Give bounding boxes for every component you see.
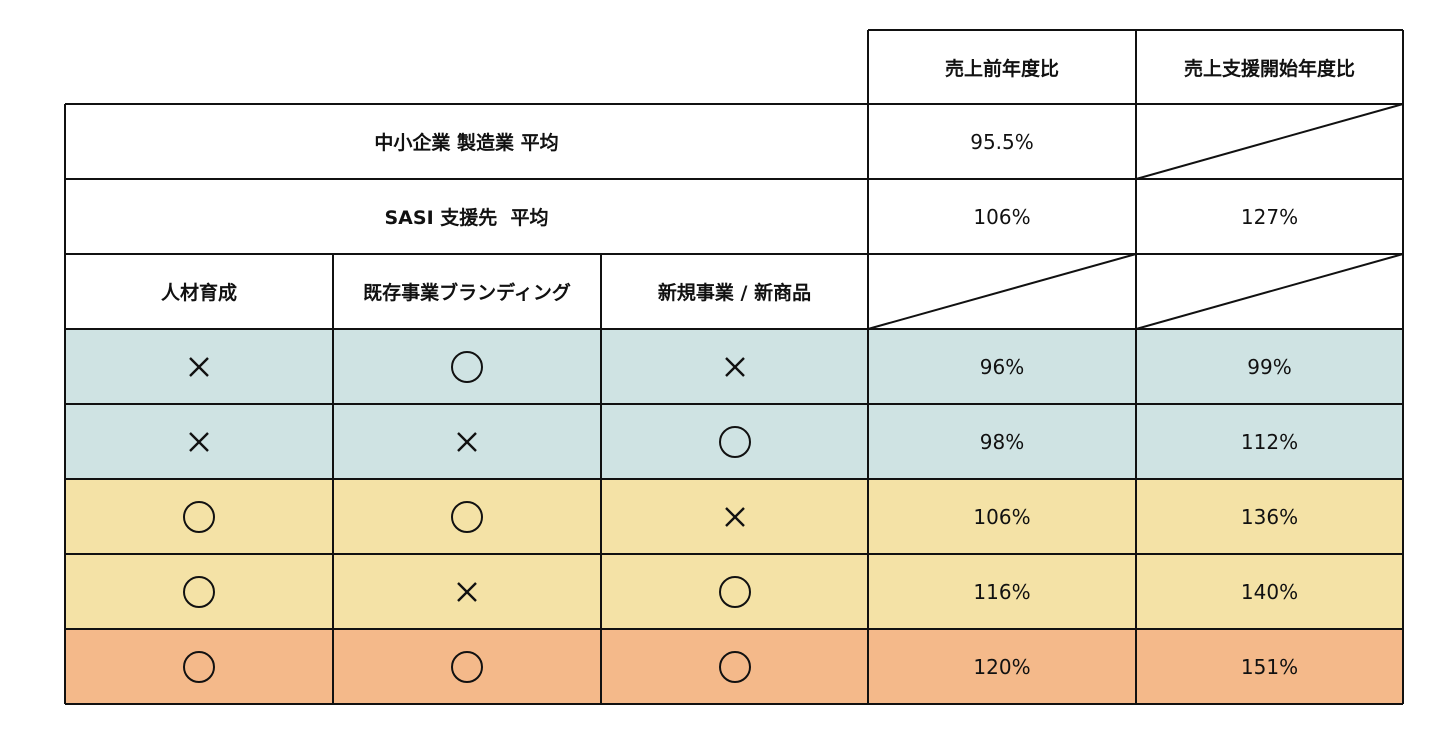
row2-yoy: 98% (979, 429, 1025, 454)
cross-mark-icon (725, 356, 745, 377)
row4-since-start: 140% (1240, 579, 1299, 604)
summary-since-start-sasi: 127% (1240, 204, 1299, 229)
cross-mark-icon (457, 581, 477, 602)
row-bg-2 (65, 404, 1403, 479)
row5-since-start: 151% (1240, 654, 1299, 679)
row2-since-start: 112% (1240, 429, 1299, 454)
summary-label-sme: 中小企業 製造業 平均 (374, 132, 559, 154)
summary-label-sasi: SASI 支援先 平均 (384, 207, 549, 229)
row-bg-5 (65, 629, 1403, 704)
summary-yoy-sasi: 106% (973, 204, 1031, 229)
row3-since-start: 136% (1240, 504, 1299, 529)
row1-since-start: 99% (1247, 354, 1292, 379)
row5-yoy: 120% (973, 654, 1031, 679)
factor-header-branding: 既存事業ブランディング (363, 282, 571, 304)
circle-mark-icon (719, 575, 751, 608)
header-since-start: 売上支援開始年度比 (1183, 57, 1355, 80)
row-bg-4 (65, 554, 1403, 629)
circle-mark-icon (719, 425, 751, 458)
summary-yoy-sme: 95.5% (970, 129, 1034, 154)
circle-mark-icon (183, 500, 215, 533)
header-yoy: 売上前年度比 (944, 57, 1059, 80)
cross-mark-icon (457, 431, 477, 452)
row3-yoy: 106% (973, 504, 1031, 529)
circle-mark-icon (719, 650, 751, 683)
circle-mark-icon (451, 650, 483, 683)
cross-mark-icon (189, 431, 209, 452)
circle-mark-icon (183, 650, 215, 683)
factor-header-new-business: 新規事業 / 新商品 (657, 282, 812, 304)
circle-mark-icon (183, 575, 215, 608)
factor-header-hr: 人材育成 (160, 282, 237, 304)
row4-yoy: 116% (973, 579, 1031, 604)
cross-mark-icon (189, 356, 209, 377)
row1-yoy: 96% (979, 354, 1025, 379)
circle-mark-icon (451, 500, 483, 533)
cross-mark-icon (725, 506, 745, 527)
circle-mark-icon (451, 350, 483, 383)
